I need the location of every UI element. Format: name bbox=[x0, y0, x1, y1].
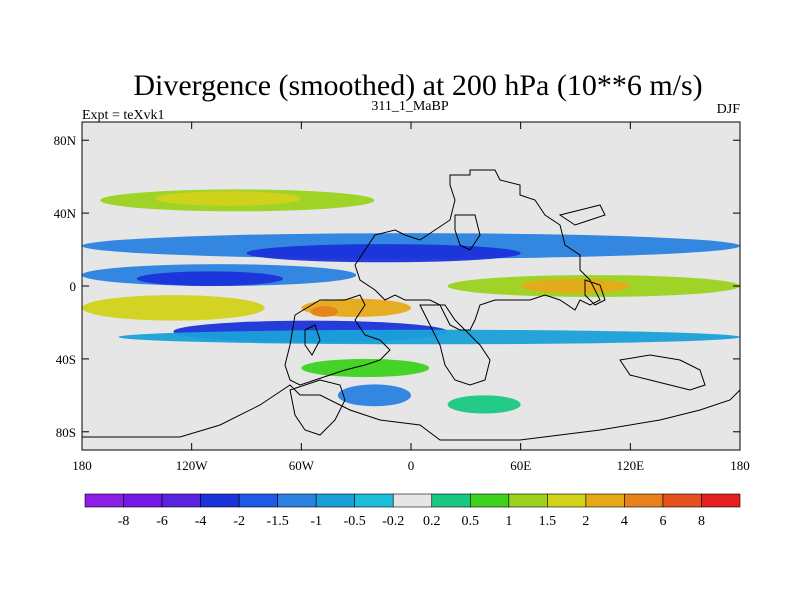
colorbar-label-4: -1.5 bbox=[267, 514, 289, 529]
divergence-band-8 bbox=[82, 295, 265, 321]
colorbar-swatch-5 bbox=[277, 493, 317, 508]
chart-left-label: Expt = teXvk1 bbox=[82, 108, 165, 123]
colorbar-label-0: -8 bbox=[118, 514, 130, 529]
colorbar-swatch-1 bbox=[123, 493, 163, 508]
colorbar-swatch-13 bbox=[585, 493, 625, 508]
y-tick-label-4: 80S bbox=[56, 425, 76, 440]
divergence-band-1 bbox=[155, 191, 302, 206]
chart-title: Divergence (smoothed) at 200 hPa (10**6 … bbox=[133, 69, 702, 102]
colorbar-label-8: 0.2 bbox=[423, 514, 441, 529]
colorbar-label-1: -6 bbox=[156, 514, 168, 529]
x-tick-label-3: 0 bbox=[408, 458, 415, 473]
y-tick-label-0: 80N bbox=[54, 133, 77, 148]
colorbar: -8 -6 -4 -2 -1.5 -1 -0.5 -0.2 0.2 0.5 1 1.5 2 4 6 8 bbox=[84, 493, 741, 529]
divergence-band-14 bbox=[337, 384, 412, 407]
divergence-band-10 bbox=[310, 306, 338, 317]
colorbar-swatch-9 bbox=[431, 493, 471, 508]
colorbar-label-7: -0.2 bbox=[382, 514, 404, 529]
x-tick-label-2: 60W bbox=[289, 458, 315, 473]
y-tick-label-2: 0 bbox=[70, 279, 77, 294]
x-tick-label-4: 60E bbox=[510, 458, 531, 473]
divergence-band-12 bbox=[118, 329, 740, 345]
colorbar-swatch-10 bbox=[469, 493, 510, 508]
divergence-band-15 bbox=[447, 395, 521, 414]
chart-subtitle: 311_1_MaBP bbox=[371, 99, 448, 114]
y-tick-label-3: 40S bbox=[56, 352, 76, 367]
x-tick-label-6: 180 bbox=[730, 458, 750, 473]
y-tick-label-1: 40N bbox=[54, 206, 77, 221]
colorbar-label-15: 8 bbox=[698, 514, 705, 529]
coastline bbox=[82, 169, 741, 441]
colorbar-swatch-16 bbox=[701, 493, 741, 508]
x-tick-label-5: 120E bbox=[617, 458, 645, 473]
divergence-bands bbox=[82, 189, 740, 414]
colorbar-swatch-15 bbox=[662, 493, 702, 508]
colorbar-swatch-11 bbox=[508, 493, 548, 508]
colorbar-swatch-8 bbox=[392, 493, 433, 508]
x-axis: 180 120W 60W 0 60E 120E 180 bbox=[72, 122, 750, 473]
divergence-band-13 bbox=[301, 358, 430, 378]
colorbar-swatch-6 bbox=[315, 493, 356, 508]
colorbar-label-6: -0.5 bbox=[344, 514, 366, 529]
colorbar-swatch-7 bbox=[354, 493, 394, 508]
y-axis: 80N 40N 0 40S 80S bbox=[54, 133, 740, 440]
divergence-band-5 bbox=[136, 271, 284, 287]
x-tick-label-1: 120W bbox=[176, 458, 209, 473]
colorbar-swatch-12 bbox=[547, 493, 587, 508]
chart-right-label: DJF bbox=[717, 102, 741, 117]
colorbar-label-5: -1 bbox=[310, 514, 322, 529]
colorbar-swatch-14 bbox=[624, 493, 664, 508]
colorbar-swatch-0 bbox=[84, 493, 124, 508]
divergence-band-3 bbox=[246, 244, 521, 263]
colorbar-label-3: -2 bbox=[233, 514, 245, 529]
colorbar-label-9: 0.5 bbox=[462, 514, 480, 529]
divergence-band-7 bbox=[520, 278, 631, 294]
colorbar-label-13: 4 bbox=[621, 514, 628, 529]
colorbar-label-11: 1.5 bbox=[539, 514, 557, 529]
x-tick-label-0: 180 bbox=[72, 458, 92, 473]
colorbar-label-10: 1 bbox=[505, 514, 512, 529]
colorbar-swatch-4 bbox=[238, 493, 278, 508]
plot-area bbox=[82, 122, 741, 450]
colorbar-swatch-3 bbox=[200, 493, 240, 508]
colorbar-label-14: 6 bbox=[659, 514, 666, 529]
colorbar-label-2: -4 bbox=[195, 514, 207, 529]
colorbar-swatch-2 bbox=[161, 493, 201, 508]
colorbar-label-12: 2 bbox=[582, 514, 589, 529]
